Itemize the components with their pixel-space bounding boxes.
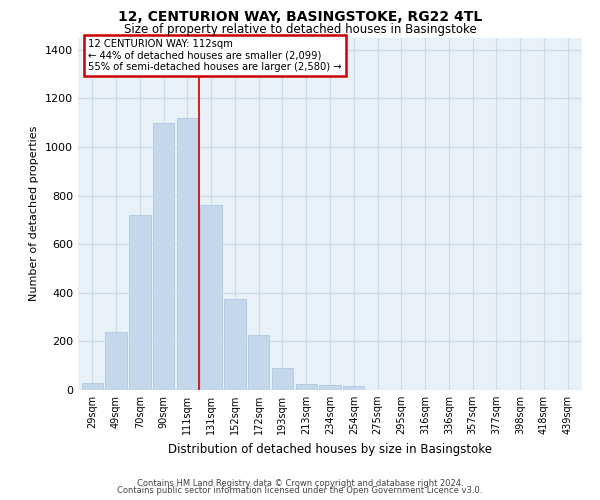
Bar: [343, 386, 364, 390]
Text: 12, CENTURION WAY, BASINGSTOKE, RG22 4TL: 12, CENTURION WAY, BASINGSTOKE, RG22 4TL: [118, 10, 482, 24]
Bar: [272, 368, 293, 390]
Bar: [106, 332, 127, 390]
Bar: [176, 118, 198, 390]
Text: Size of property relative to detached houses in Basingstoke: Size of property relative to detached ho…: [124, 22, 476, 36]
Bar: [248, 336, 269, 390]
Bar: [296, 384, 317, 390]
Bar: [319, 385, 341, 390]
Text: 12 CENTURION WAY: 112sqm
← 44% of detached houses are smaller (2,099)
55% of sem: 12 CENTURION WAY: 112sqm ← 44% of detach…: [88, 40, 342, 72]
Bar: [224, 299, 245, 390]
Y-axis label: Number of detached properties: Number of detached properties: [29, 126, 40, 302]
Text: Contains public sector information licensed under the Open Government Licence v3: Contains public sector information licen…: [118, 486, 482, 495]
Text: Contains HM Land Registry data © Crown copyright and database right 2024.: Contains HM Land Registry data © Crown c…: [137, 478, 463, 488]
Bar: [153, 122, 174, 390]
Bar: [129, 215, 151, 390]
Bar: [82, 382, 103, 390]
Bar: [200, 205, 222, 390]
X-axis label: Distribution of detached houses by size in Basingstoke: Distribution of detached houses by size …: [168, 442, 492, 456]
